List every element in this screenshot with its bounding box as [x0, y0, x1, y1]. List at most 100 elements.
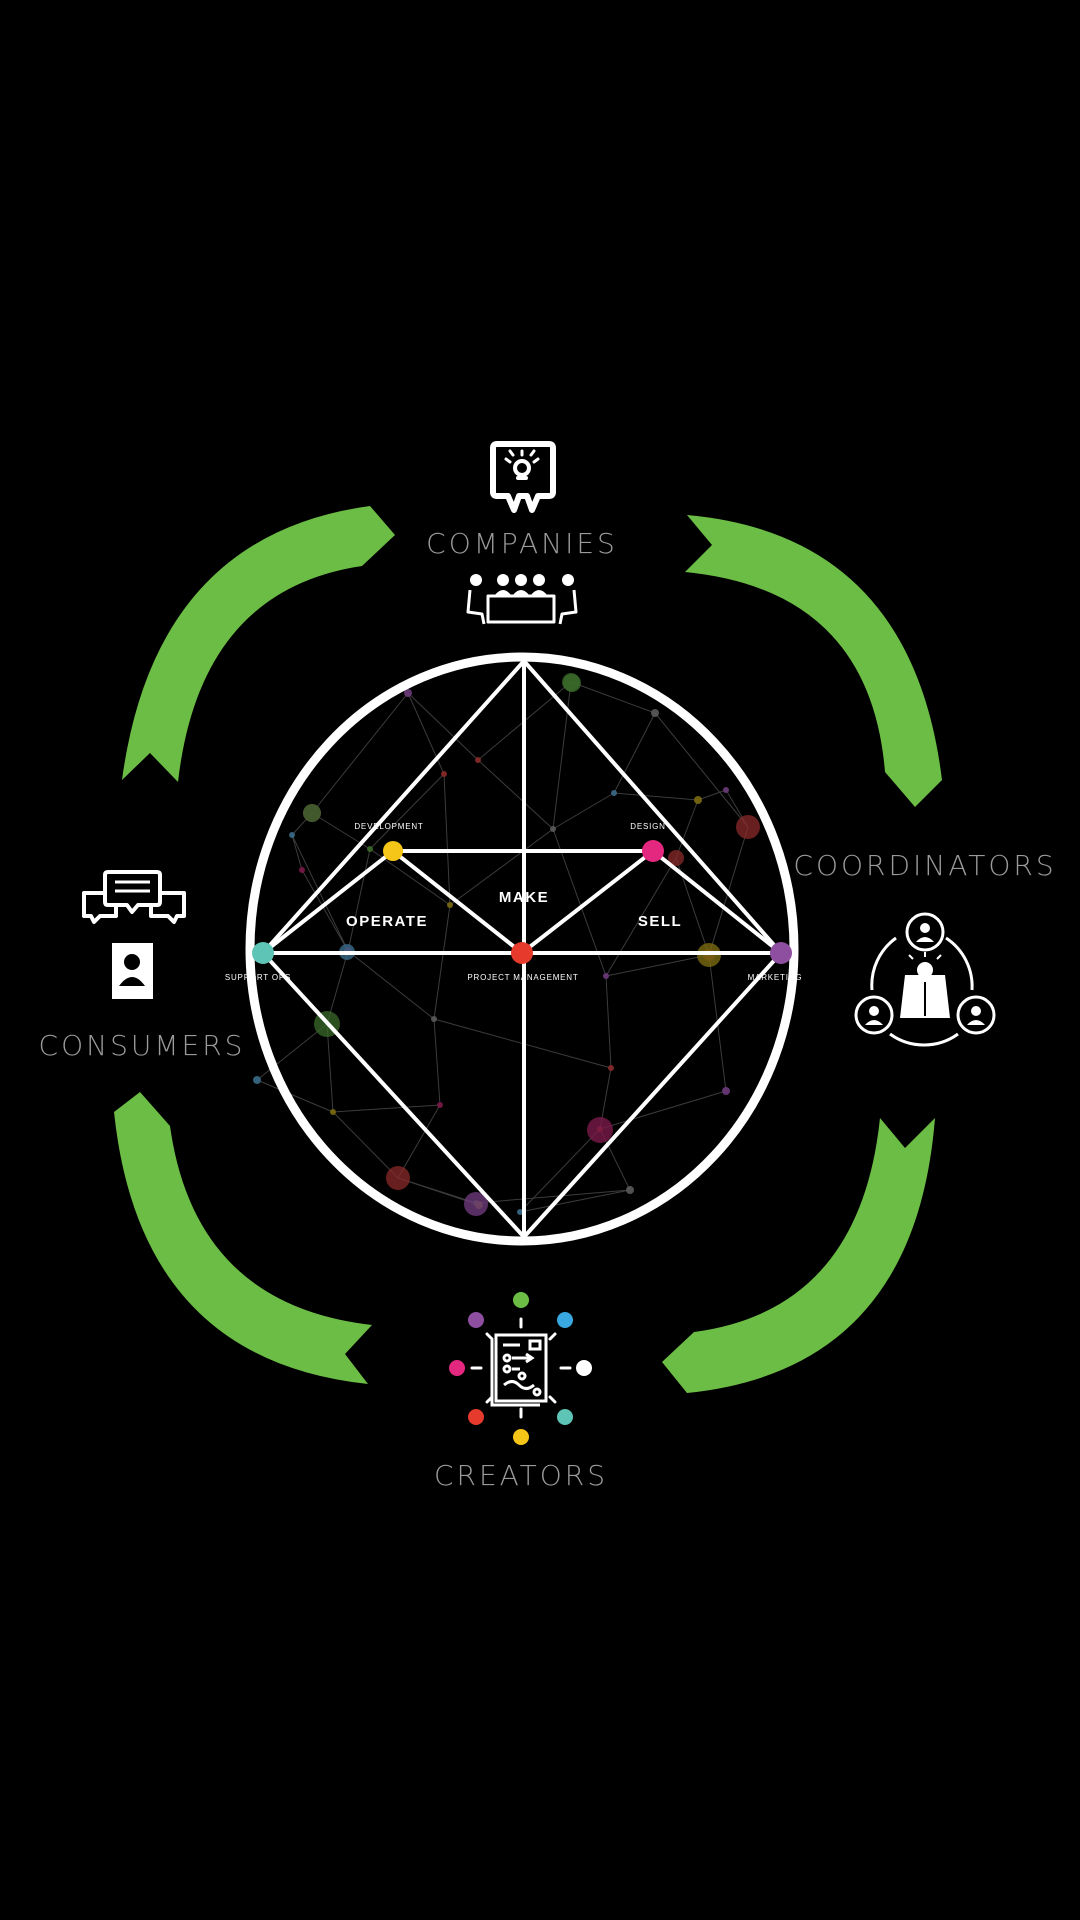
- network-link: [311, 692, 409, 814]
- network-dot: [289, 832, 295, 838]
- network-dot: [517, 1209, 523, 1215]
- node-development: [383, 841, 403, 861]
- network-link: [326, 1023, 334, 1113]
- creators-group: CREATORS: [434, 1292, 608, 1492]
- network-link: [675, 799, 699, 859]
- network-link: [347, 848, 371, 952]
- network-link: [449, 828, 554, 906]
- companies-group: COMPANIES: [426, 441, 618, 625]
- label-development: DEVELOPMENT: [354, 822, 423, 831]
- network-dot: [587, 1117, 613, 1143]
- network-dot: [651, 709, 659, 717]
- network-dot: [253, 1076, 261, 1084]
- label-design: DESIGN: [630, 822, 665, 831]
- network-dot: [464, 1192, 488, 1216]
- network-link: [654, 712, 749, 828]
- creators-color-dots: [449, 1292, 592, 1445]
- network-dot: [441, 771, 447, 777]
- network-link: [407, 692, 479, 761]
- node-labels: DEVELOPMENT DESIGN PROJECT MANAGEMENT SU…: [225, 822, 803, 982]
- background-network: [253, 673, 760, 1216]
- network-dot: [626, 1186, 634, 1194]
- network-link: [570, 681, 656, 714]
- creators-label: CREATORS: [434, 1459, 608, 1492]
- network-link: [697, 789, 727, 801]
- arrow-bottom-right: [662, 1118, 935, 1393]
- label-project-management: PROJECT MANAGEMENT: [467, 973, 578, 982]
- node-marketing: [770, 942, 792, 964]
- network-dot: [563, 674, 581, 692]
- arrow-bottom-left: [114, 1092, 372, 1384]
- network-dot: [668, 850, 684, 866]
- node-support-ops: [252, 942, 274, 964]
- network-dot: [475, 757, 481, 763]
- network-link: [613, 792, 699, 801]
- network-link: [605, 857, 677, 977]
- network-dot: [299, 867, 305, 873]
- arrow-top-right: [685, 515, 942, 807]
- network-link: [301, 869, 349, 952]
- network-link: [369, 773, 445, 850]
- label-support-ops: SUPPORT OPS: [225, 973, 291, 982]
- node-project-management: [511, 942, 533, 964]
- network-dot: [303, 804, 321, 822]
- network-link: [347, 950, 435, 1020]
- arrow-top-left: [122, 506, 395, 782]
- diagram-nodes: [252, 840, 792, 964]
- network-link: [605, 975, 612, 1069]
- network-dot: [330, 1109, 336, 1115]
- section-make: MAKE: [499, 889, 549, 906]
- consumers-group: CONSUMERS: [39, 870, 246, 1062]
- profile-card-icon: [112, 943, 153, 999]
- section-sell: SELL: [638, 913, 682, 930]
- network-dot: [722, 1087, 730, 1095]
- node-design: [642, 840, 664, 862]
- network-link: [552, 681, 572, 830]
- network-link: [433, 904, 451, 1020]
- network-dot: [404, 689, 412, 697]
- network-dot: [437, 1102, 443, 1108]
- network-link: [519, 1189, 631, 1213]
- team-idea-icon: [854, 912, 996, 1047]
- network-dot: [550, 826, 556, 832]
- network-link: [256, 1023, 328, 1081]
- network-link: [291, 834, 349, 952]
- network-link: [332, 1111, 399, 1179]
- network-dot: [386, 1166, 410, 1190]
- network-link: [552, 792, 615, 830]
- network-dot: [431, 1016, 437, 1022]
- network-link: [407, 692, 445, 775]
- network-dot: [723, 787, 729, 793]
- section-operate: OPERATE: [346, 913, 428, 930]
- network-link: [519, 1128, 601, 1213]
- network-link: [613, 712, 656, 794]
- network-link: [433, 1018, 441, 1106]
- blueprint-icon: [449, 1292, 592, 1445]
- network-dot: [608, 1065, 614, 1071]
- outer-ring: [245, 652, 799, 1246]
- coordinators-group: COORDINATORS: [793, 849, 1056, 1047]
- coordinators-label: COORDINATORS: [793, 849, 1056, 882]
- label-marketing: MARKETING: [748, 973, 803, 982]
- network-dot: [694, 796, 702, 804]
- network-link: [443, 773, 451, 906]
- idea-board-icon: [490, 441, 556, 513]
- network-link: [291, 834, 303, 871]
- central-network: MAKE OPERATE SELL DEVELOPMENT DESIGN PRO…: [225, 652, 803, 1246]
- network-dot: [736, 815, 760, 839]
- cycle-arrows: [114, 506, 942, 1393]
- network-link: [332, 1104, 441, 1113]
- consumers-label: CONSUMERS: [39, 1029, 246, 1062]
- section-labels: MAKE OPERATE SELL: [346, 889, 682, 930]
- network-link: [599, 1090, 727, 1130]
- network-dot: [447, 902, 453, 908]
- network-link: [477, 759, 554, 830]
- network-dot: [603, 973, 609, 979]
- network-dot: [611, 790, 617, 796]
- companies-label: COMPANIES: [426, 527, 618, 560]
- network-link: [605, 954, 710, 977]
- network-link: [475, 1189, 631, 1204]
- meeting-table-icon: [466, 574, 578, 625]
- network-dot: [367, 846, 373, 852]
